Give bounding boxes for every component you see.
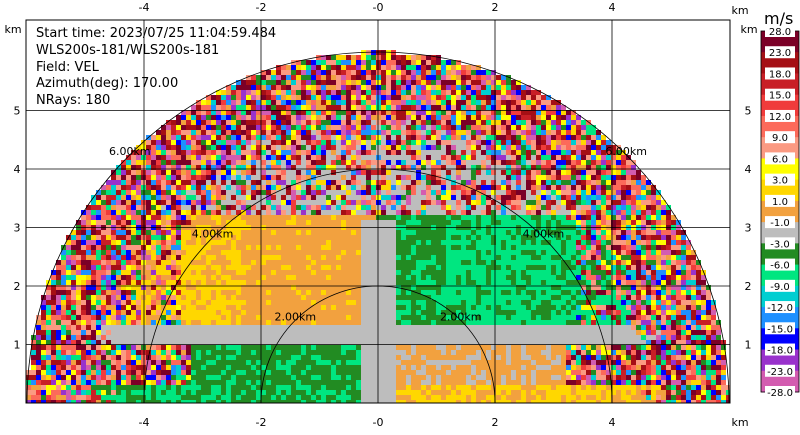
- y-tick-label-left: 1: [14, 339, 21, 352]
- velocity-field: [26, 50, 730, 403]
- range-ring-label: 4.00km: [523, 228, 565, 241]
- grid-lines: [26, 20, 730, 403]
- colorbar-label-bg: [765, 152, 795, 165]
- range-ring-label: 2.00km: [274, 310, 316, 323]
- colorbar-label-bg: [765, 194, 795, 207]
- colorbar-tick-label: 12.0: [769, 112, 791, 123]
- x-tick-label-top: -4: [139, 1, 150, 14]
- x-tick-label-bottom: -4: [139, 416, 150, 429]
- axis-ticks: -4 -4 -2 -2 -0 -0 2 2 4 4 1 1 2 2 3 3 4 4 5 5: [14, 1, 752, 429]
- colorbar-tick-label: 3.0: [772, 176, 788, 187]
- x-tick-label-top: -0: [373, 1, 384, 14]
- colorbar-tick-label: 18.0: [769, 69, 791, 80]
- azimuth-label: Azimuth(deg): 170.00: [36, 76, 179, 91]
- start-time-label: Start time: 2023/07/25 11:04:59.484: [36, 26, 277, 41]
- y-tick-label-right: 5: [745, 105, 752, 118]
- colorbar-label-bg: [765, 109, 795, 122]
- y-tick-label-left: 3: [14, 222, 21, 235]
- colorbar-tick-label: -1.0: [770, 218, 790, 229]
- colorbar-label-bg: [765, 216, 795, 229]
- colorbar: 28.0 23.0 18.0 15.0 12.0 9.0 6.0 3.0 1.0 -1.0 -3.0…: [760, 25, 800, 399]
- colorbar-tick-label: -3.0: [770, 239, 790, 250]
- field-label: Field: VEL: [36, 60, 99, 75]
- site-label: WLS200s-181/WLS200s-181: [36, 43, 220, 58]
- x-tick-label-bottom: 4: [609, 416, 616, 429]
- range-ring: [26, 51, 730, 403]
- range-ring: [260, 285, 496, 403]
- colorbar-label-bg: [765, 386, 795, 398]
- range-ring-label: 2.00km: [440, 310, 482, 323]
- colorbar-tick-label: 9.0: [772, 133, 788, 144]
- plot-frame: [25, 19, 731, 404]
- y-tick-label-left: 5: [14, 105, 21, 118]
- range-ring-label: 4.00km: [192, 228, 234, 241]
- colorbar-tick-label: -23.0: [767, 367, 793, 378]
- colorbar-label-bg: [765, 173, 795, 186]
- colorbar-unit: m/s: [764, 9, 794, 28]
- x-tick-label-top: 2: [492, 1, 499, 14]
- x-tick-label-bottom: -0: [373, 416, 384, 429]
- x-unit-bottom: km: [731, 416, 748, 429]
- colorbar-tick-label: -9.0: [770, 282, 790, 293]
- y-tick-label-right: 3: [745, 222, 752, 235]
- y-tick-label-right: 1: [745, 339, 752, 352]
- colorbar-label-bg: [765, 301, 795, 314]
- colorbar-tick-label: -6.0: [770, 261, 790, 272]
- colorbar-tick-label: 15.0: [769, 91, 791, 102]
- colorbar-tick-label: -28.0: [767, 388, 793, 399]
- colorbar-tick-label: 1.0: [772, 197, 788, 208]
- colorbar-label-bg: [765, 46, 795, 59]
- colorbar-tick-label: 6.0: [772, 154, 788, 165]
- colorbar-label-bg: [765, 258, 795, 271]
- y-tick-label-right: 4: [745, 163, 752, 176]
- range-ring-label: 6.00km: [109, 145, 151, 158]
- x-tick-label-top: 4: [609, 1, 616, 14]
- colorbar-label-bg: [765, 131, 795, 144]
- colorbar-tick-label: -12.0: [767, 303, 793, 314]
- range-ring: [143, 168, 613, 403]
- colorbar-label-bg: [765, 237, 795, 250]
- colorbar-tick-label: -15.0: [767, 324, 793, 335]
- y-unit-right: km: [740, 23, 757, 36]
- colorbar-label-bg: [765, 279, 795, 292]
- colorbar-tick-label: 23.0: [769, 48, 791, 59]
- colorbar-label-bg: [765, 364, 795, 377]
- colorbar-label-bg: [765, 88, 795, 101]
- y-unit-left: km: [4, 23, 21, 36]
- x-tick-label-bottom: 2: [492, 416, 499, 429]
- y-tick-label-left: 2: [14, 280, 21, 293]
- x-tick-label-top: -2: [256, 1, 267, 14]
- colorbar-label-bg: [765, 25, 795, 37]
- x-unit-top: km: [731, 4, 748, 17]
- colorbar-tick-label: -18.0: [767, 346, 793, 357]
- range-rings: 2.00km 2.00km 4.00km 4.00km 6.00km 6.00km: [26, 51, 730, 403]
- colorbar-label-bg: [765, 322, 795, 335]
- y-tick-label-left: 4: [14, 163, 21, 176]
- y-tick-label-right: 2: [745, 280, 752, 293]
- colorbar-tick-label: 28.0: [769, 27, 791, 38]
- colorbar-label-bg: [765, 67, 795, 80]
- nrays-label: NRays: 180: [36, 93, 111, 108]
- x-tick-label-bottom: -2: [256, 416, 267, 429]
- range-ring-label: 6.00km: [605, 145, 647, 158]
- colorbar-label-bg: [765, 343, 795, 356]
